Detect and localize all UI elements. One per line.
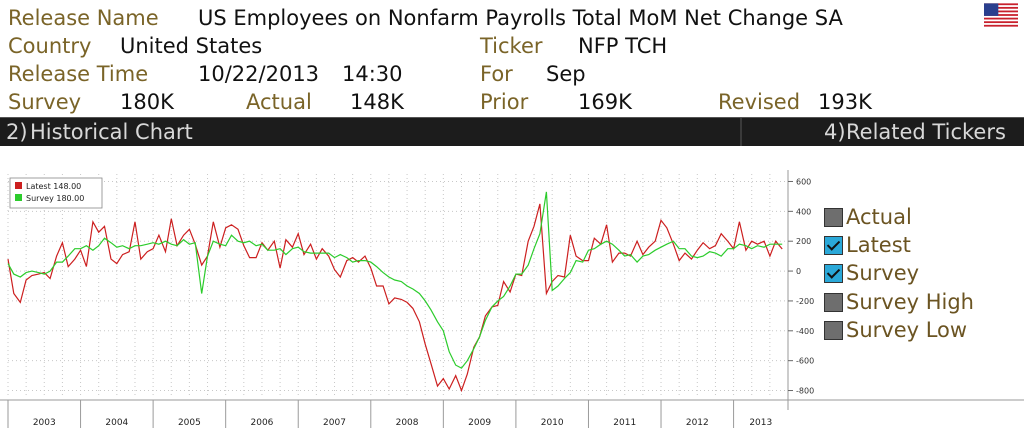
revised-value: 193K [818, 90, 872, 114]
for-label: For [480, 62, 513, 86]
release-time-label: Release Time [8, 62, 149, 86]
series-line-survey [7, 191, 783, 369]
survey-label: Survey [8, 90, 82, 114]
checkbox-survey-high[interactable] [824, 293, 843, 312]
x-tick-label: 2008 [396, 418, 419, 428]
actual-value: 148K [350, 90, 404, 114]
y-tick-label: 400 [796, 207, 811, 216]
prior-label: Prior [480, 90, 529, 114]
legend-swatch-latest [15, 182, 22, 189]
release-date: 10/22/2013 [198, 62, 320, 86]
y-tick-label: -200 [796, 297, 814, 306]
tab-historical-label: Historical Chart [30, 120, 193, 144]
x-tick-label: 2010 [541, 418, 564, 428]
y-tick-label: 0 [796, 267, 801, 276]
checkbox-latest[interactable] [824, 236, 843, 255]
actual-label: Actual [246, 90, 312, 114]
release-name: US Employees on Nonfarm Payrolls Total M… [198, 6, 843, 30]
option-survey-low[interactable]: Survey Low [824, 317, 974, 343]
country-value: United States [120, 34, 263, 58]
tab-related-number: 4) [824, 120, 846, 144]
ticker-value[interactable]: NFP TCH [578, 34, 668, 58]
x-tick-label: 2006 [251, 418, 274, 428]
x-tick-label: 2003 [33, 418, 56, 428]
x-tick-label: 2009 [468, 418, 491, 428]
option-latest[interactable]: Latest [824, 232, 974, 258]
historical-chart[interactable]: 600 400 200 0 -200 -400 -600 -800 2003 2004 2005 20… [0, 146, 1024, 428]
option-actual-label: Actual [846, 205, 912, 229]
tab-historical-chart[interactable]: 2) Historical Chart [0, 118, 742, 146]
legend-label-survey: Survey 180.00 [26, 194, 84, 203]
option-latest-label: Latest [846, 233, 911, 257]
x-tick-label: 2007 [323, 418, 346, 428]
legend-box [9, 177, 103, 209]
y-tick-label: -400 [796, 327, 814, 336]
y-tick-label: 200 [796, 237, 811, 246]
x-tick-label: 2011 [613, 418, 636, 428]
tab-bar: 2) Historical Chart 4) Related Tickers [0, 117, 1024, 147]
series-line-latest [7, 203, 783, 393]
option-actual[interactable]: Actual [824, 204, 974, 230]
y-tick-label: -600 [796, 357, 814, 366]
option-survey-high-label: Survey High [846, 290, 974, 314]
checkbox-actual[interactable] [824, 208, 843, 227]
prior-value: 169K [578, 90, 632, 114]
survey-value: 180K [120, 90, 174, 114]
x-tick-label: 2005 [178, 418, 201, 428]
ticker-label: Ticker [480, 34, 543, 58]
option-survey-label: Survey [846, 261, 920, 285]
release-name-label: Release Name [8, 6, 159, 30]
chart-area: 600 400 200 0 -200 -400 -600 -800 2003 2004 2005 20… [0, 146, 1024, 428]
option-survey[interactable]: Survey [824, 260, 974, 286]
y-tick-label: 600 [796, 177, 811, 186]
legend-label-latest: Latest 148.00 [26, 182, 81, 191]
country-label: Country [8, 34, 92, 58]
checkbox-survey[interactable] [824, 264, 843, 283]
for-value: Sep [546, 62, 586, 86]
release-clock: 14:30 [342, 62, 403, 86]
checkbox-survey-low[interactable] [824, 321, 843, 340]
x-tick-label: 2004 [105, 418, 128, 428]
us-flag-icon [984, 3, 1018, 27]
x-tick-label: 2013 [749, 418, 772, 428]
option-survey-high[interactable]: Survey High [824, 289, 974, 315]
release-header: Release Name US Employees on Nonfarm Pay… [0, 0, 1024, 116]
tab-related-tickers[interactable]: Related Tickers [846, 120, 1006, 144]
tab-historical-number: 2) [6, 120, 28, 144]
revised-label: Revised [718, 90, 801, 114]
y-tick-label: -800 [796, 387, 814, 396]
legend-swatch-survey [15, 194, 22, 201]
x-tick-label: 2012 [686, 418, 709, 428]
option-survey-low-label: Survey Low [846, 318, 968, 342]
